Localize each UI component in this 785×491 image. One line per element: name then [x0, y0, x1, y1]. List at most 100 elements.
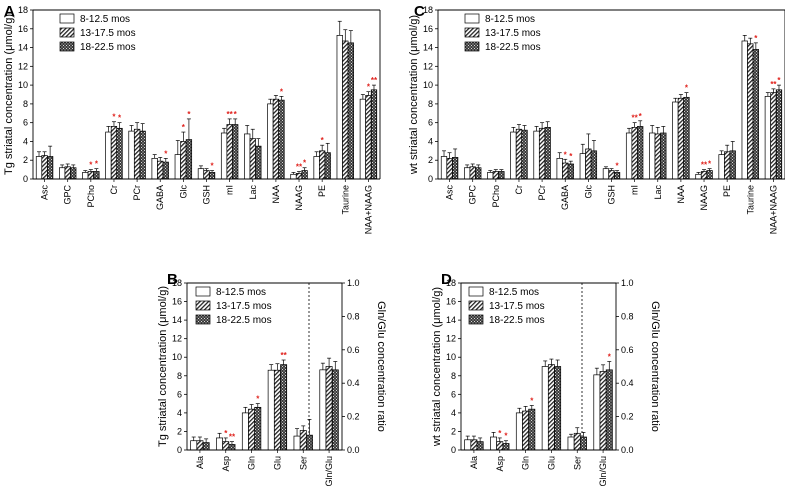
y-tick-label: 16 [423, 24, 433, 34]
y-right-tick-label: 0.4 [621, 378, 634, 388]
significance-star: * [498, 429, 502, 438]
bar-Cr-s1 [515, 128, 523, 180]
x-tick-label: NAA [271, 185, 281, 204]
panel-label: A [4, 3, 15, 20]
bar-PCho-s2 [498, 171, 505, 180]
x-tick-label: Taurine [745, 185, 755, 215]
significance-star: * [367, 83, 371, 92]
chart-panel-C: Cwt striatal concentration (μmol/g) 0 2 4 6 8… [408, 3, 785, 234]
bar-PCr-s2 [544, 127, 551, 180]
bar-Asc-s2 [451, 157, 459, 180]
x-tick-label: Ser [572, 456, 582, 470]
significance-star: * [708, 160, 712, 169]
bar-NAA-s1 [677, 97, 685, 180]
x-tick-label: PE [722, 185, 732, 197]
bar-NAAG-s0 [290, 173, 297, 180]
bar-NAA-s2 [278, 99, 285, 180]
bar-GPC-s0 [59, 167, 66, 180]
bar-GSH-s0 [197, 168, 205, 180]
y-tick-label: 12 [18, 61, 28, 71]
bar-GPC-s1 [469, 166, 476, 180]
bar-Cr-s0 [105, 131, 112, 180]
bar-Gln-s0 [515, 412, 523, 451]
y-tick-label: 0 [451, 445, 456, 455]
bar-Gln/Glu-s1 [325, 366, 333, 451]
bar-NAA+NAAG-s0 [359, 98, 367, 180]
bar-mI-s1 [226, 124, 233, 180]
y-axis-label: wt striatal concentration (μmol/g) [408, 15, 420, 175]
significance-star: * [234, 110, 238, 119]
bar-GABA-s2 [567, 163, 574, 180]
y-right-tick-label: 0.0 [621, 445, 634, 455]
x-tick-label: Cr [109, 185, 119, 195]
x-tick-label: Gln [247, 456, 257, 470]
x-tick-label: Lac [248, 185, 258, 200]
significance-star: ** [296, 162, 303, 171]
bar-GSH-s2 [208, 172, 216, 180]
panel-label: C [414, 3, 425, 20]
bar-Glu-s2 [280, 364, 288, 451]
bar-Asc-s0 [440, 156, 448, 180]
bar-Taurine-s0 [336, 34, 343, 180]
y-tick-label: 10 [423, 80, 433, 90]
bar-PCho-s1 [492, 171, 499, 180]
bar-PE-s0 [313, 156, 320, 180]
bar-PCr-s1 [538, 127, 546, 180]
y-tick-label: 16 [446, 297, 456, 307]
y-tick-label: 16 [172, 297, 182, 307]
bar-Gln-s1 [248, 408, 256, 451]
bar-Gln-s2 [528, 408, 536, 451]
bar-Gln-s1 [522, 410, 530, 451]
significance-star: * [182, 123, 186, 132]
significance-star: ** [280, 351, 287, 360]
bar-Ser-s2 [306, 434, 313, 451]
bar-mI-s0 [220, 132, 228, 180]
panel-label: D [441, 271, 452, 288]
x-tick-label: Taurine [340, 185, 350, 215]
legend-label: 13-17.5 mos [485, 28, 541, 39]
bar-Ala-s1 [196, 440, 204, 451]
x-tick-label: NAA [676, 185, 686, 204]
y-right-tick-label: 0.2 [621, 412, 634, 422]
bar-Glc-s0 [579, 153, 586, 180]
bar-PE-s2 [324, 152, 331, 180]
y-right-axis-label: Gln/Glu concentration ratio [375, 301, 387, 432]
bar-mI-s0 [625, 132, 633, 180]
legend-swatch-1 [59, 27, 75, 38]
x-tick-label: Cr [514, 185, 524, 195]
chart-panel-B: BTg striatal concentration (μmol/g) 0 2 4 6 8… [157, 271, 387, 487]
y-tick-label: 10 [18, 80, 28, 90]
bar-mI-s2 [637, 126, 644, 180]
x-tick-label: Lac [653, 185, 663, 200]
bar-Lac-s0 [244, 133, 251, 180]
y-tick-label: 18 [172, 278, 182, 288]
bar-NAA-s2 [683, 96, 690, 180]
bar-Asp-s0 [216, 437, 223, 451]
y-tick-label: 10 [446, 352, 456, 362]
bar-Ala-s0 [464, 439, 472, 451]
significance-star: * [95, 160, 99, 169]
y-right-tick-label: 1.0 [621, 278, 634, 288]
y-tick-label: 2 [23, 155, 28, 165]
legend-label: 18-22.5 mos [216, 315, 272, 326]
x-tick-label: Gln/Glu [598, 456, 608, 487]
bar-GPC-s1 [64, 166, 71, 180]
bar-Gln-s2 [254, 406, 262, 451]
bar-PCr-s1 [133, 128, 141, 180]
x-tick-label: Glc [178, 185, 188, 199]
bar-GABA-s1 [562, 162, 569, 180]
y-tick-label: 14 [18, 43, 28, 53]
y-tick-label: 6 [428, 118, 433, 128]
bar-Asp-s0 [490, 436, 498, 451]
x-tick-label: Ser [298, 456, 308, 470]
bar-GABA-s1 [157, 160, 164, 180]
significance-star: * [210, 162, 214, 171]
x-tick-label: GSH [607, 185, 617, 205]
y-right-tick-label: 0.6 [347, 345, 360, 355]
y-right-tick-label: 0.2 [347, 412, 360, 422]
significance-star: * [504, 432, 508, 441]
significance-star: * [280, 87, 284, 96]
bar-Ala-s2 [202, 442, 210, 451]
bar-NAA-s1 [272, 98, 280, 180]
bar-GSH-s1 [203, 170, 210, 180]
